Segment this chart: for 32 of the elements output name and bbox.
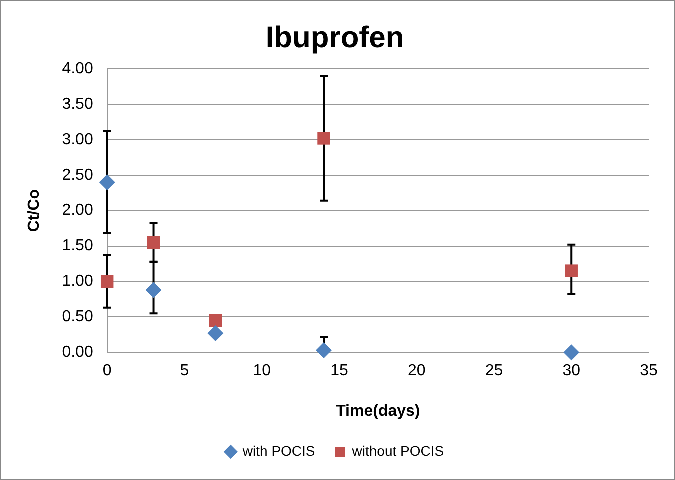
point [564,344,580,361]
legend-label: with POCIS [242,442,316,459]
point [146,282,162,298]
y-tick-label: 2.00 [62,202,94,220]
x-axis-title: Time(days) [336,402,420,420]
y-axis-title: Ct/Co [26,189,44,232]
y-tick-label: 3.50 [62,96,94,113]
y-tick-label: 1.50 [62,238,94,255]
chart-title: Ibuprofen [266,21,404,54]
x-tick-label: 10 [253,362,272,380]
point [209,314,222,328]
legend-label: without POCIS [351,442,444,459]
point [565,264,578,278]
point [318,132,330,145]
x-tick-label: 15 [330,362,348,380]
y-tick-label: 0.50 [62,308,94,326]
y-tick-label: 4.00 [62,60,94,78]
y-tick-label: 1.00 [62,273,94,290]
point [99,174,116,190]
point [100,275,114,288]
point [316,342,332,358]
x-tick-label: 5 [180,362,190,380]
y-tick-label: 0.00 [62,344,94,362]
x-tick-label: 25 [485,362,504,380]
x-tick-label: 30 [562,362,581,380]
point [147,236,160,250]
x-tick-label: 35 [640,362,658,380]
point [208,325,224,342]
x-tick-label: 0 [102,362,112,380]
y-tick-label: 2.50 [62,166,94,184]
x-tick-label: 20 [408,362,426,380]
y-tick-label: 3.00 [62,131,94,148]
